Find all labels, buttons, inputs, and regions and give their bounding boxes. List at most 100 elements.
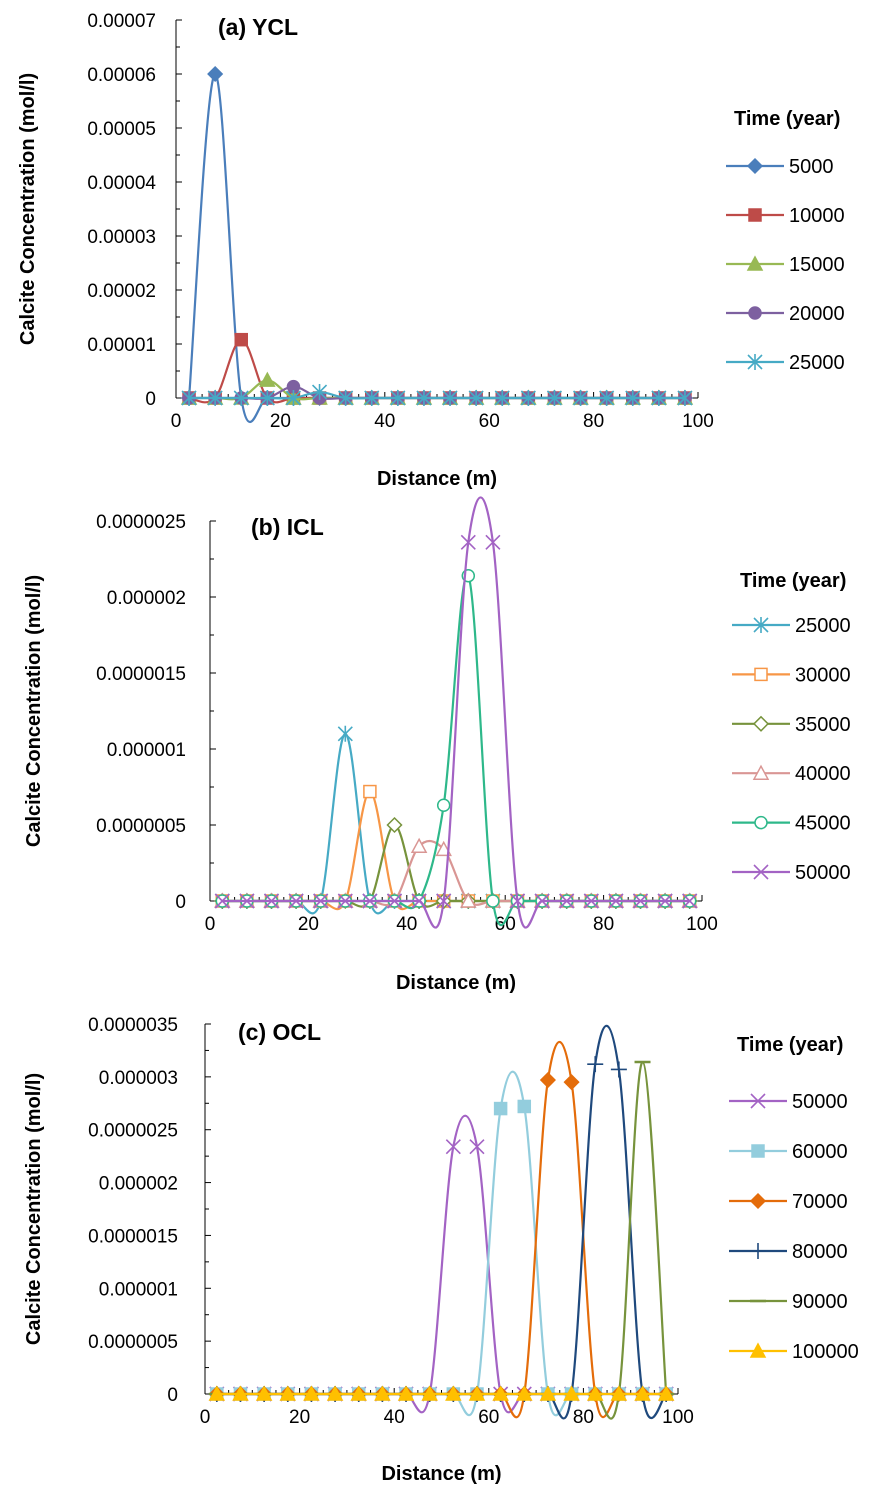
data-point — [233, 390, 249, 406]
data-point — [559, 893, 575, 909]
data-point — [651, 390, 667, 406]
series-80000 — [208, 1024, 675, 1420]
data-point — [208, 1385, 226, 1401]
y-axis-label: Calcite Concentration (mol/l) — [23, 575, 45, 847]
legend-marker — [746, 157, 764, 175]
series-70000 — [208, 1041, 675, 1419]
legend-marker — [749, 1342, 767, 1358]
legend-marker — [746, 255, 764, 271]
x-tick-label: 80 — [593, 914, 614, 935]
x-tick-label: 0 — [171, 411, 182, 432]
data-point — [436, 893, 452, 909]
legend-label: 45000 — [795, 813, 851, 835]
legend-item: 25000 — [726, 352, 845, 374]
data-point — [460, 534, 476, 550]
data-point — [390, 390, 406, 406]
legend-label: 50000 — [792, 1091, 848, 1113]
y-tick-label: 0.00001 — [87, 335, 156, 356]
series-40000 — [214, 837, 698, 908]
data-point — [632, 893, 649, 909]
legend-marker — [749, 1192, 767, 1210]
y-tick-label: 0 — [175, 892, 186, 913]
legend-label: 30000 — [795, 664, 851, 686]
series-30000 — [215, 784, 697, 911]
legend-marker — [754, 667, 768, 682]
series-35000 — [214, 816, 698, 910]
legend-title: Time (year) — [737, 1034, 843, 1056]
series-10000 — [182, 332, 692, 405]
data-point — [386, 893, 403, 909]
y-tick-label: 0.00002 — [87, 281, 156, 302]
x-axis-label: Distance (m) — [396, 972, 516, 994]
data-point — [492, 1385, 509, 1401]
legend-marker — [747, 354, 763, 370]
x-tick-label: 40 — [396, 914, 417, 935]
data-point — [411, 893, 427, 909]
data-point — [313, 893, 329, 909]
data-point — [625, 390, 641, 406]
chart-title: (a) YCL — [218, 14, 298, 40]
data-point — [468, 1385, 486, 1401]
legend-marker — [752, 764, 770, 780]
y-tick-label: 0.0000025 — [88, 1121, 178, 1142]
data-point — [232, 1385, 249, 1401]
data-point — [362, 893, 378, 909]
y-tick-label: 0.0000015 — [96, 664, 186, 685]
legend: Time (year) 5000 10000 15000 20000 25000 — [726, 108, 845, 374]
data-point — [539, 1071, 556, 1089]
y-tick-label: 0 — [145, 389, 156, 410]
series-60000 — [210, 1070, 673, 1417]
y-tick-label: 0.00005 — [87, 119, 156, 140]
legend-marker — [752, 715, 770, 732]
data-point — [288, 893, 304, 909]
data-point — [285, 390, 302, 406]
legend-item: 45000 — [732, 813, 851, 835]
data-point — [682, 893, 698, 909]
data-point — [634, 1385, 651, 1401]
legend-item: 70000 — [729, 1191, 848, 1213]
data-point — [416, 390, 432, 406]
data-point — [677, 390, 693, 406]
series-line — [216, 1114, 667, 1414]
series-line — [222, 790, 690, 911]
series-line — [222, 496, 690, 929]
data-point — [494, 390, 510, 406]
x-tick-label: 60 — [478, 1407, 499, 1428]
x-tick-label: 0 — [205, 914, 216, 935]
data-point — [599, 390, 615, 406]
legend-label: 70000 — [792, 1191, 848, 1213]
x-tick-label: 20 — [289, 1407, 310, 1428]
series-line — [216, 1024, 668, 1420]
data-point — [259, 390, 275, 406]
y-tick-label: 0.000001 — [107, 740, 186, 761]
legend-item: 5000 — [726, 156, 834, 178]
legend: Time (year) 50000 60000 70000 80000 90000 1000… — [729, 1034, 859, 1363]
legend-title: Time (year) — [734, 108, 840, 130]
data-point — [583, 893, 599, 909]
data-point — [485, 534, 501, 550]
chart-title: (c) OCL — [238, 1019, 321, 1045]
data-point — [460, 892, 477, 908]
series-line — [187, 72, 685, 423]
legend-label: 25000 — [795, 615, 851, 637]
data-point — [657, 893, 673, 909]
data-point — [610, 1385, 628, 1401]
data-point — [363, 784, 377, 799]
data-point — [410, 837, 428, 854]
series-90000 — [208, 1060, 675, 1420]
x-tick-label: 40 — [384, 1407, 405, 1428]
data-point — [255, 1385, 273, 1401]
data-point — [587, 1056, 604, 1073]
legend-item: 10000 — [726, 205, 845, 227]
y-tick-label: 0.00003 — [87, 227, 156, 248]
series-line — [216, 1070, 667, 1417]
legend-label: 100000 — [792, 1341, 859, 1363]
y-tick-label: 0.000003 — [99, 1068, 178, 1089]
legend-marker — [750, 1243, 766, 1259]
legend-label: 60000 — [792, 1141, 848, 1163]
legend-item: 90000 — [729, 1291, 848, 1313]
x-tick-label: 100 — [682, 411, 714, 432]
data-point — [326, 1385, 344, 1401]
data-point — [563, 1074, 580, 1091]
x-tick-label: 0 — [200, 1407, 211, 1428]
